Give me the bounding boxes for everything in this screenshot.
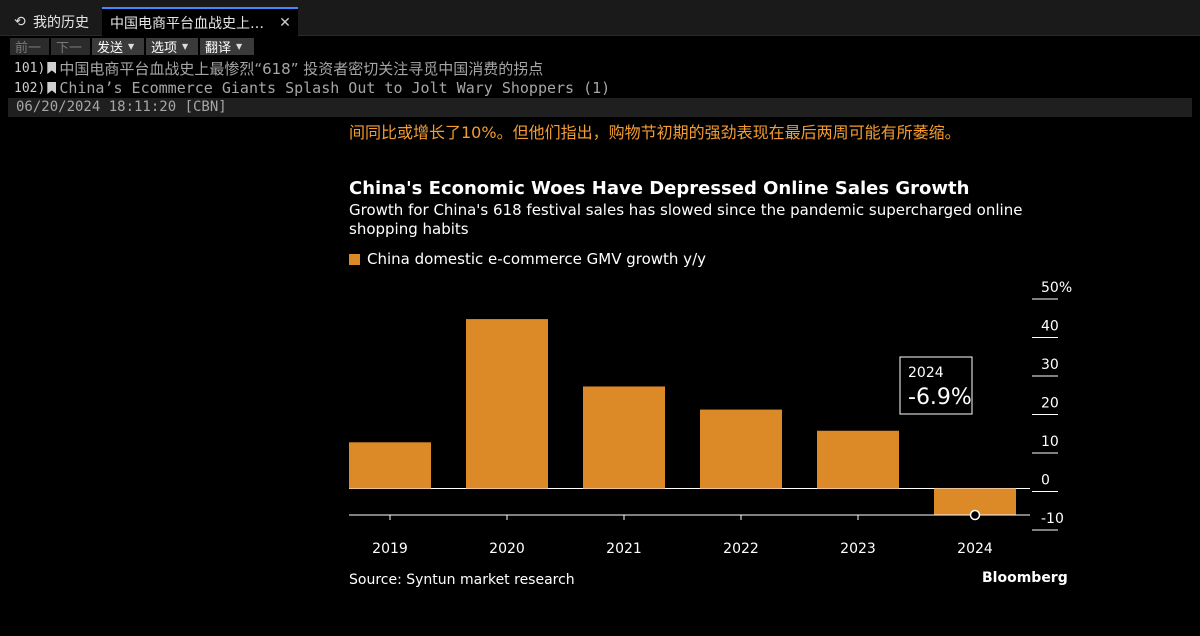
previous-button[interactable]: 前一 xyxy=(10,38,49,56)
chart-subtitle: Growth for China's 618 festival sales ha… xyxy=(349,201,1023,238)
y-tick-label: -10 xyxy=(1041,511,1064,527)
x-tick-label-2020: 2020 xyxy=(489,541,525,557)
y-tick-label: 40 xyxy=(1041,319,1059,335)
chevron-down-icon: ▼ xyxy=(182,42,189,51)
annotation-year: 2024 xyxy=(908,365,944,381)
annotation-value: -6.9% xyxy=(908,385,972,410)
annotation-box xyxy=(899,356,973,415)
y-tick-label: 30 xyxy=(1041,357,1059,373)
send-button[interactable]: 发送 ▼ xyxy=(92,38,144,56)
options-button[interactable]: 选项 ▼ xyxy=(146,38,198,56)
bar-2022 xyxy=(700,409,782,489)
translate-label: 翻译 xyxy=(205,41,232,56)
x-tick-label-2023: 2023 xyxy=(840,541,876,557)
tab-article[interactable]: 中国电商平台血战史上… ✕ xyxy=(102,7,298,36)
x-tick-label-2024: 2024 xyxy=(957,541,993,557)
next-button[interactable]: 下一 xyxy=(51,38,90,56)
translate-button[interactable]: 翻译 ▼ xyxy=(200,38,254,56)
options-label: 选项 xyxy=(151,41,178,56)
x-tick-label-2019: 2019 xyxy=(372,541,408,557)
headline-row[interactable]: 101) 中国电商平台血战史上最惨烈“618” 投资者密切关注寻觅中国消费的拐点 xyxy=(14,58,543,78)
tab-bar: ⟲ 我的历史 中国电商平台血战史上… ✕ xyxy=(0,0,1200,36)
chart-title: China's Economic Woes Have Depressed Onl… xyxy=(349,178,970,199)
x-tick-label-2022: 2022 xyxy=(723,541,759,557)
previous-label: 前一 xyxy=(15,41,42,56)
tab-my-history[interactable]: ⟲ 我的历史 xyxy=(8,7,100,36)
bar-2021 xyxy=(583,386,665,489)
chevron-down-icon: ▼ xyxy=(236,42,243,51)
chart-legend: China domestic e-commerce GMV growth y/y xyxy=(349,250,706,268)
history-icon: ⟲ xyxy=(14,13,26,30)
legend-swatch xyxy=(349,253,360,265)
headline-number: 101) xyxy=(14,60,46,76)
toolbar: 前一 下一 发送 ▼ 选项 ▼ 翻译 ▼ xyxy=(0,37,1200,56)
y-tick-label: 0 xyxy=(1041,473,1050,489)
story-timestamp-source: 06/20/2024 18:11:20 [CBN] xyxy=(8,98,1192,117)
y-tick-label: 10 xyxy=(1041,434,1059,450)
bar-2019 xyxy=(349,442,431,489)
bar-2023 xyxy=(817,430,899,489)
bookmark-icon xyxy=(47,82,57,94)
y-tick-label: 50% xyxy=(1041,280,1072,296)
article-body-text: 间同比或增长了10%。但他们指出，购物节初期的强劲表现在最后两周可能有所萎缩。 xyxy=(349,123,961,142)
headline-number: 102) xyxy=(14,80,46,96)
headline-title: China’s Ecommerce Giants Splash Out to J… xyxy=(59,79,611,97)
tab-history-label: 我的历史 xyxy=(33,14,89,31)
bookmark-icon xyxy=(47,62,57,74)
close-icon[interactable]: ✕ xyxy=(279,14,291,31)
legend-label: China domestic e-commerce GMV growth y/y xyxy=(367,250,706,268)
headline-title: 中国电商平台血战史上最惨烈“618” 投资者密切关注寻觅中国消费的拐点 xyxy=(59,59,544,78)
x-tick-label-2021: 2021 xyxy=(606,541,642,557)
send-label: 发送 xyxy=(97,41,124,56)
annotation-marker xyxy=(969,509,981,521)
tab-article-label: 中国电商平台血战史上… xyxy=(110,15,264,32)
next-label: 下一 xyxy=(56,41,83,56)
y-tick-label: 20 xyxy=(1041,396,1059,412)
headline-row[interactable]: 102) China’s Ecommerce Giants Splash Out… xyxy=(14,78,610,98)
chevron-down-icon: ▼ xyxy=(128,42,135,51)
bloomberg-logo: Bloomberg xyxy=(982,570,1068,586)
bar-2020 xyxy=(466,319,548,489)
chart-source: Source: Syntun market research xyxy=(349,572,575,588)
